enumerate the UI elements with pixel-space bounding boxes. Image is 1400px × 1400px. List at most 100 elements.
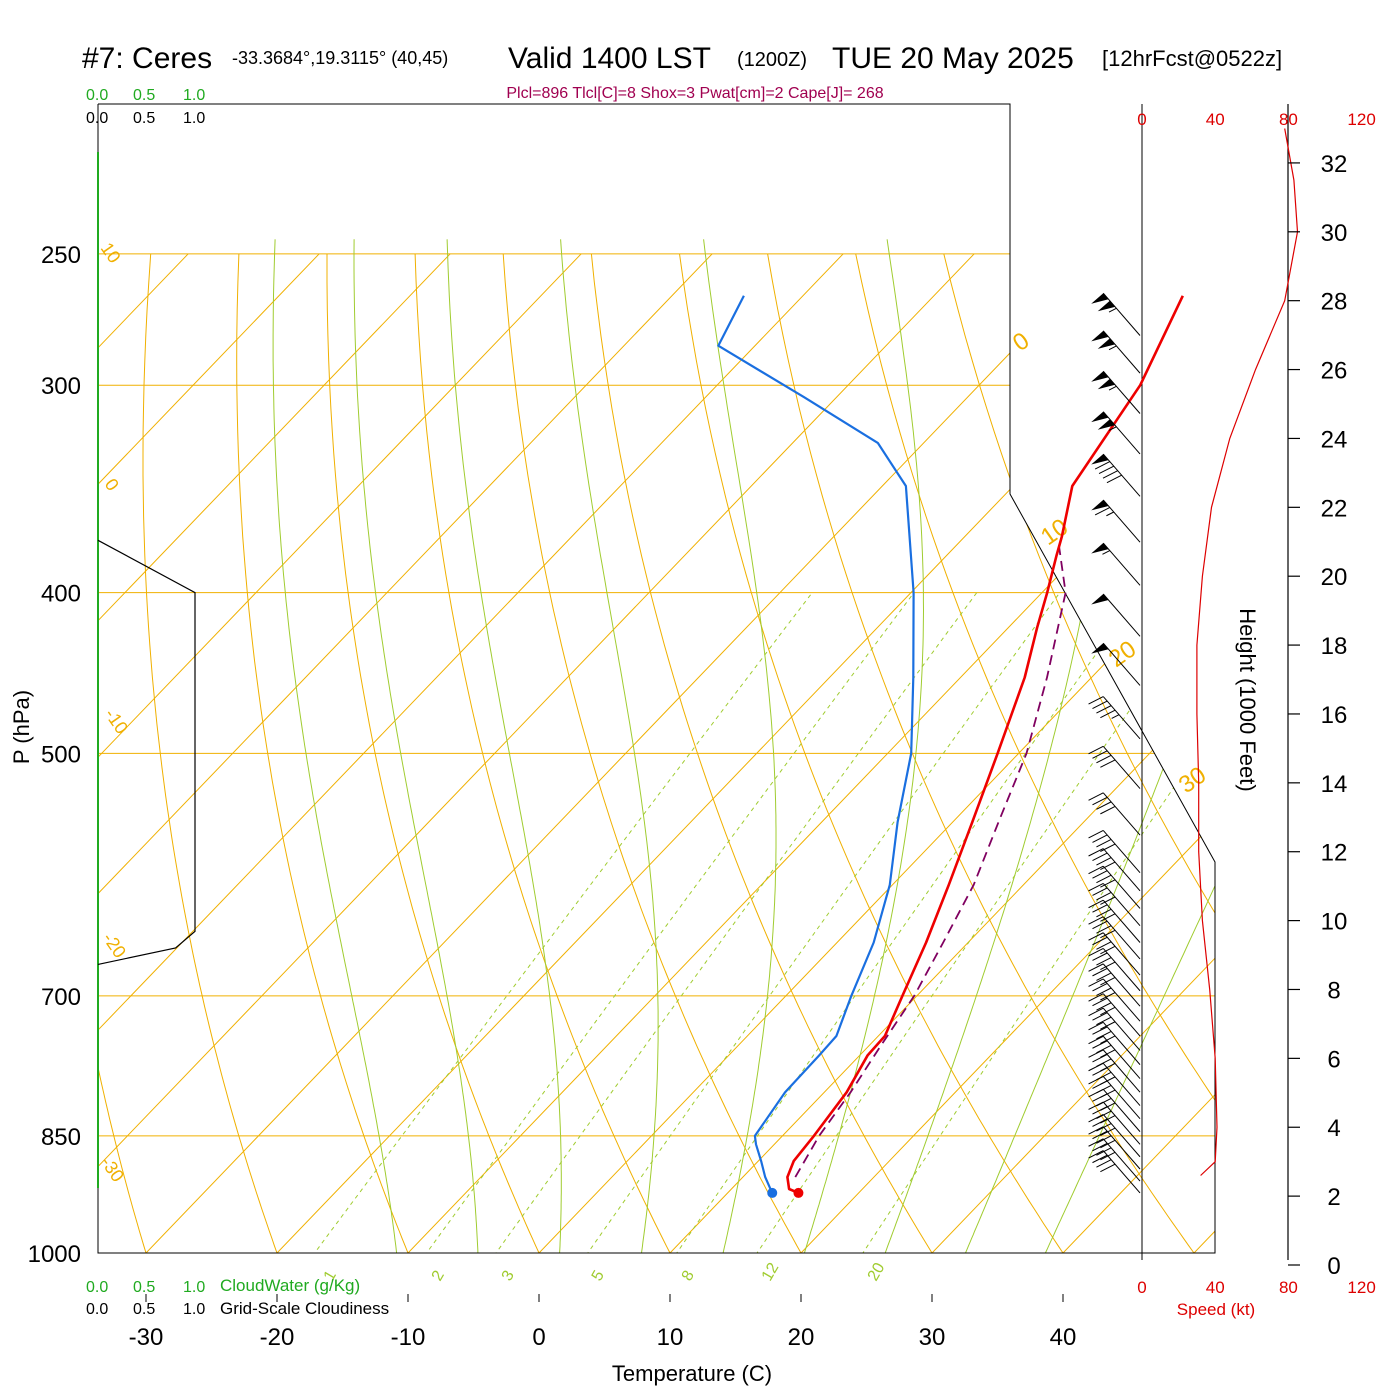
wind-barb-staff [1102, 696, 1141, 740]
wind-barb-flag [1092, 920, 1108, 930]
isotherm--90 [98, 253, 320, 1253]
height-tick-4: 4 [1327, 1115, 1340, 1142]
frame-layer [97, 103, 1289, 1260]
wind-barb-staff [1102, 1089, 1141, 1132]
wind-barb-staff [1102, 411, 1141, 455]
wind-barb-half-flag [1108, 307, 1117, 313]
wind-barb-flag [1088, 978, 1104, 987]
pressure-tick-850: 850 [41, 1124, 81, 1151]
mixing-ratio-label-3: 3 [499, 1268, 518, 1284]
mixing-ratio-1 [288, 592, 813, 1253]
valid-time: Valid 1400 LST [508, 42, 711, 75]
wind-barb-flag [1100, 1021, 1116, 1030]
wind-barb-flag [1088, 899, 1104, 909]
wind-barb-11 [1088, 792, 1141, 836]
wind-barb-flag [1092, 887, 1108, 896]
wind-barb-flag [1088, 745, 1104, 755]
station-coords: -33.3684°,19.3115° (40,45) [232, 48, 448, 68]
pressure-tick-400: 400 [41, 581, 81, 608]
wind-barb-pennant [1091, 293, 1109, 304]
wind-barb-flag [1096, 892, 1112, 901]
isotherm-20 [766, 253, 1215, 1253]
dry-adiabat-label--30: -30 [97, 1153, 128, 1186]
height-tick-24: 24 [1321, 426, 1348, 453]
wind-barb-flag [1092, 997, 1108, 1007]
wind-barb-staff [1102, 978, 1141, 1022]
height-tick-28: 28 [1321, 289, 1348, 316]
wind-barb-flag [1092, 1130, 1108, 1140]
wind-barb-staff [1102, 453, 1141, 497]
wind-barb-7 [1091, 593, 1141, 637]
wind-barb-flag [1100, 879, 1116, 888]
wind-barb-half-flag [1111, 714, 1120, 719]
temp-tick-0: 0 [532, 1324, 545, 1351]
wind-barb-flag [1094, 461, 1111, 470]
mixing-ratio-label-12: 12 [759, 1260, 783, 1284]
wind-barb-flag [1088, 848, 1104, 857]
isotherm--80 [98, 253, 451, 1253]
wind-barb-18 [1088, 932, 1141, 976]
wind-barb-flag [1096, 754, 1112, 764]
speed-tick-top-80: 80 [1279, 110, 1298, 129]
dry-adiabat-20 [502, 253, 822, 1253]
moist-adiabat-1 [353, 239, 480, 1253]
dry-adiabat--20 [142, 253, 291, 1253]
wind-barb-flag [1092, 1067, 1108, 1076]
speed-tick-bottom-80: 80 [1279, 1278, 1298, 1297]
wind-barb-half-flag [1106, 511, 1114, 517]
wind-barb-flag [1088, 948, 1104, 957]
wind-barb-staff [1102, 1007, 1141, 1051]
mixing-ratio-label-2: 2 [429, 1268, 448, 1284]
wind-barb-flag [1096, 972, 1112, 981]
wind-barb-22 [1088, 993, 1141, 1037]
pressure-tick-1000: 1000 [28, 1241, 81, 1268]
pressure-tick-700: 700 [41, 984, 81, 1011]
height-tick-12: 12 [1321, 840, 1348, 867]
isotherm-30 [897, 253, 1215, 1253]
speed-tick-top-120: 120 [1347, 110, 1375, 129]
wind-barb-staff [1102, 948, 1141, 992]
wind-barb-flag [1088, 696, 1104, 705]
temp-tick-30: 30 [919, 1324, 946, 1351]
wind-barb-flag [1092, 834, 1108, 843]
wind-barb-5 [1091, 499, 1141, 543]
wind-barb-flag [1092, 967, 1108, 977]
isotherm-0 [504, 253, 1215, 1253]
isotherm-40 [1028, 253, 1215, 1253]
wind-barb-pennant [1091, 371, 1109, 382]
dry-adiabat-40 [679, 253, 1088, 1253]
sounding-data-layer [97, 295, 1184, 1198]
height-tick-22: 22 [1321, 495, 1348, 522]
wind-barb-flag [1092, 1154, 1108, 1164]
pressure-tick-500: 500 [41, 741, 81, 768]
cloudiness-tick-bottom-1: 0.5 [133, 1301, 155, 1318]
x-axis-title: Temperature (C) [612, 1361, 772, 1386]
moist-adiabat-8 [1028, 239, 1215, 1253]
wind-barb-staff [1102, 916, 1141, 960]
wind-barb-flag [1100, 913, 1116, 922]
wind-barb-flag [1096, 857, 1112, 866]
wind-barb-pennant [1091, 454, 1109, 465]
speed-axis-title: Speed (kt) [1177, 1300, 1255, 1319]
wind-barb-half-flag [1108, 385, 1117, 391]
plot-frame [97, 103, 1216, 1254]
height-tick-14: 14 [1321, 771, 1348, 798]
temp-tick-40: 40 [1050, 1324, 1077, 1351]
wind-barb-staff [1102, 865, 1141, 909]
wind-barb-flag [1100, 1163, 1116, 1173]
cloudiness-label: Grid-Scale Cloudiness [220, 1299, 389, 1318]
wind-barb-flag [1088, 1075, 1104, 1085]
wind-barb-flag [1092, 936, 1108, 946]
wind-barb-flag [1092, 1080, 1108, 1089]
wind-barb-flag [1088, 963, 1104, 972]
wind-barb-staff [1102, 899, 1141, 943]
wind-barb-pennant [1091, 330, 1109, 342]
wind-barb-flag [1100, 977, 1116, 986]
wind-barb-pennant [1097, 378, 1116, 390]
wind-barb-flag [1088, 1049, 1104, 1058]
moist-adiabat-7 [950, 239, 1215, 1253]
moist-adiabat-label-0: 0 [1008, 327, 1034, 357]
wind-barb-flag [1088, 993, 1104, 1002]
wind-barb-staff [1102, 642, 1141, 686]
